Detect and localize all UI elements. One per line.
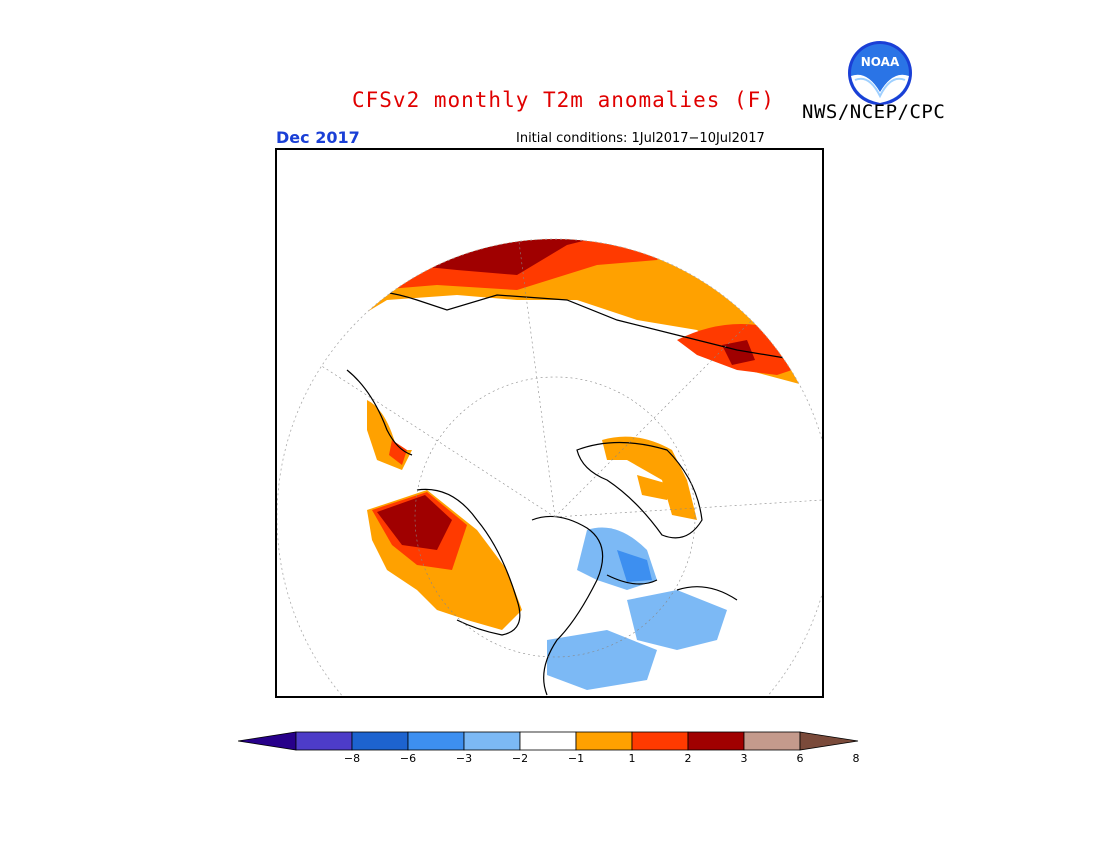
colorbar-bin [295,731,353,751]
colorbar-bin [631,731,689,751]
colorbar-tick-label: −3 [455,752,473,765]
month-label: Dec 2017 [276,128,360,147]
colorbar-bin [407,731,465,751]
colorbar-bin [463,731,521,751]
colorbar-tick-label: 2 [684,752,692,765]
colorbar-bin [575,731,633,751]
colorbar-right-arrow [799,731,859,751]
colorbar-tick-label: −1 [567,752,585,765]
colorbar-bin [743,731,801,751]
colorbar-bin [519,731,577,751]
colorbar-tick-label: 1 [628,752,636,765]
colorbar-bin [687,731,745,751]
colorbar-tick-label: 6 [796,752,804,765]
agency-label: NWS/NCEP/CPC [802,101,946,123]
map-panel [275,148,824,698]
initial-conditions: Initial conditions: 1Jul2017−10Jul2017 [516,131,765,146]
map-title: CFSv2 monthly T2m anomalies (F) [352,88,775,112]
colorbar-left-arrow [237,731,297,751]
colorbar [237,730,862,756]
polar-map [277,238,822,696]
colorbar-tick-label: −6 [399,752,417,765]
logo-text: NOAA [861,55,900,69]
colorbar-tick-label: −2 [511,752,529,765]
colorbar-tick-label: 8 [852,752,860,765]
colorbar-tick-label: 3 [740,752,748,765]
colorbar-graphic [237,731,859,751]
colorbar-bin [351,731,409,751]
colorbar-tick-label: −8 [343,752,361,765]
noaa-logo: NOAA [847,40,913,106]
